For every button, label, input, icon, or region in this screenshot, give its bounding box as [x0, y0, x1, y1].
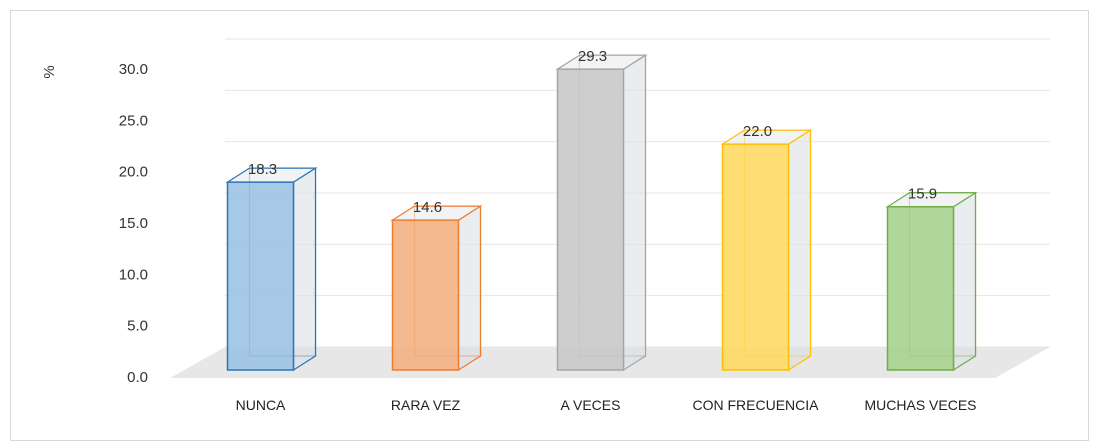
x-tick-label: MUCHAS VECES: [864, 397, 977, 413]
value-label: 22.0: [743, 123, 772, 140]
value-label: 29.3: [578, 48, 607, 65]
y-axis-label: %: [41, 65, 58, 78]
x-tick-label: RARA VEZ: [390, 397, 461, 413]
chart-border: [10, 10, 1089, 441]
bar: [886, 206, 955, 371]
x-tick-label: NUNCA: [235, 397, 286, 413]
value-label: 18.3: [248, 161, 277, 178]
y-tick-label: 10.0: [119, 266, 148, 283]
bar: [226, 181, 295, 371]
bar-side: [952, 191, 977, 372]
value-label: 14.6: [413, 199, 442, 216]
y-tick-label: 15.0: [119, 215, 148, 232]
bar: [556, 68, 625, 371]
y-tick-label: 30.0: [119, 61, 148, 78]
bar-side: [457, 205, 482, 372]
y-tick-label: 0.0: [127, 369, 148, 386]
y-tick-label: 5.0: [127, 318, 148, 335]
bar-side: [292, 167, 317, 372]
y-tick-label: 25.0: [119, 112, 148, 129]
x-tick-label: CON FRECUENCIA: [692, 397, 819, 413]
x-tick-label: A VECES: [560, 397, 621, 413]
bar-side: [622, 54, 647, 372]
bar: [391, 219, 460, 371]
bar: [721, 143, 790, 371]
y-tick-label: 20.0: [119, 164, 148, 181]
bar-side: [787, 129, 812, 372]
value-label: 15.9: [908, 186, 937, 203]
